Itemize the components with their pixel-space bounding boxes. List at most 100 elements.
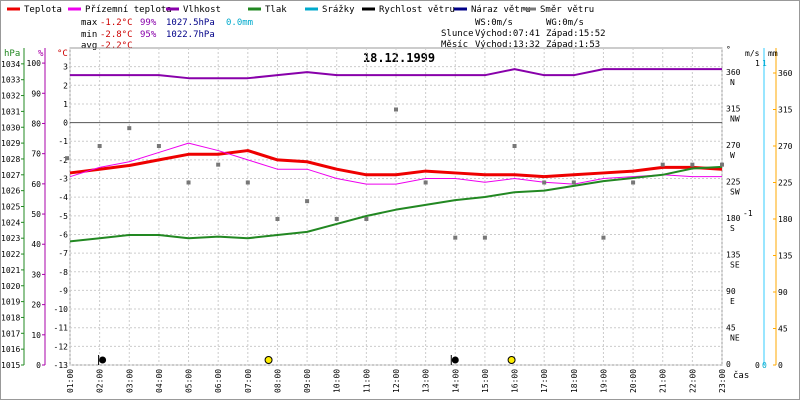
x-tick-label: 02:00 [96, 369, 105, 393]
rain-tick-label: 0 [762, 361, 767, 370]
temperature-tick-label: -1 [58, 137, 68, 146]
stats-min-temp: -2.8°C [100, 30, 133, 40]
series-line-vlhkost [70, 68, 722, 80]
x-tick-label: 22:00 [688, 369, 697, 393]
wind-direction-point [453, 235, 458, 240]
pressure-tick-label: 1031 [1, 107, 20, 116]
x-tick-label: 03:00 [125, 369, 134, 393]
wind-direction-point [186, 180, 191, 185]
humidity-tick-label: 20 [31, 301, 41, 310]
wind-direction-point [364, 217, 369, 221]
humidity-tick-label: 0 [36, 361, 41, 370]
extra-tick-label: 270 [778, 142, 793, 151]
wind-direction-point [720, 162, 724, 167]
x-tick-label: 07:00 [244, 369, 253, 393]
pressure-tick-label: 1023 [1, 234, 20, 243]
rain-tick-label: 1 [762, 59, 767, 68]
wind-speed-text: WS:0m/s [475, 18, 513, 28]
x-tick-label: 09:00 [303, 369, 312, 393]
x-tick-label: 14:00 [451, 369, 460, 393]
wind-direction-point [631, 180, 636, 185]
wind-direction-point [542, 180, 547, 185]
wind-calm-marker [451, 356, 459, 364]
wind-direction-point [216, 162, 221, 167]
stats-max-hum: 99% [140, 18, 157, 28]
stats-max-label: max [81, 18, 98, 28]
stats-max-rain: 0.0mm [226, 18, 253, 28]
direction-tick-label: 0 [726, 360, 731, 369]
humidity-tick-label: 100 [27, 59, 42, 68]
direction-axis-unit: ° [726, 45, 731, 54]
humidity-tick-label: 80 [31, 119, 41, 128]
temperature-tick-label: -7 [58, 249, 68, 258]
temperature-tick-label: -4 [58, 193, 68, 202]
x-tick-label: 01:00 [66, 369, 75, 393]
stats-min-label: min [81, 30, 97, 40]
pressure-tick-label: 1020 [1, 282, 20, 291]
wind-direction-point [571, 180, 576, 185]
pressure-tick-label: 1019 [1, 298, 20, 307]
pressure-tick-label: 1022 [1, 250, 20, 259]
x-tick-label: 19:00 [599, 369, 608, 393]
pressure-tick-label: 1017 [1, 329, 20, 338]
temperature-tick-label: -3 [58, 175, 68, 184]
extra-tick-label: 180 [778, 215, 793, 224]
direction-name-label: W [730, 151, 735, 160]
direction-name-label: NE [730, 334, 740, 343]
x-axis-unit: čas [733, 370, 749, 381]
x-tick-label: 13:00 [422, 369, 431, 393]
pressure-tick-label: 1025 [1, 203, 20, 212]
temperature-tick-label: -12 [54, 342, 69, 351]
wind-direction-point [394, 107, 398, 112]
pressure-tick-label: 1029 [1, 139, 20, 148]
direction-tick-label: 270 [726, 141, 741, 150]
x-tick-label: 10:00 [333, 369, 342, 393]
series-line-přízemní-teplota [69, 142, 722, 185]
temperature-tick-label: -2 [58, 156, 68, 165]
humidity-tick-label: 30 [31, 270, 41, 279]
humidity-tick-label: 90 [31, 89, 41, 98]
wind-direction-point [482, 235, 487, 240]
temperature-tick-label: -6 [58, 230, 68, 239]
wind-direction-point [305, 199, 310, 204]
extra-tick-label: 90 [778, 288, 788, 297]
wind-gust-text: WG:0m/s [546, 18, 584, 28]
wind-direction-point [512, 144, 517, 148]
x-tick-label: 12:00 [392, 369, 401, 393]
x-tick-label: 21:00 [659, 369, 668, 393]
stats-avg-label: avg [81, 41, 97, 51]
pressure-tick-label: 1015 [1, 361, 20, 370]
humidity-axis-unit: % [38, 49, 44, 59]
temperature-tick-label: 2 [63, 81, 68, 90]
direction-name-label: SE [730, 261, 740, 270]
pressure-tick-label: 1034 [1, 60, 20, 69]
rain-axis-unit: mm [768, 49, 778, 58]
wind-direction-point [65, 156, 70, 161]
wind-direction-point [690, 162, 695, 167]
pressure-tick-label: 1028 [1, 155, 20, 164]
x-tick-label: 11:00 [362, 369, 371, 393]
direction-tick-label: 225 [726, 178, 741, 187]
wind-axis-unit: m/s [745, 49, 760, 58]
pressure-tick-label: 1027 [1, 171, 20, 180]
humidity-tick-label: 40 [31, 240, 41, 249]
direction-tick-label: 360 [726, 68, 741, 77]
x-tick-label: 04:00 [155, 369, 164, 393]
stats-max-press: 1027.5hPa [166, 18, 215, 28]
sunset-text: Západ:15:52 [546, 29, 606, 39]
wind-direction-point [334, 217, 339, 221]
temperature-tick-label: 3 [63, 63, 68, 72]
sunrise-marker [264, 356, 273, 364]
temperature-tick-label: -10 [54, 305, 69, 314]
temperature-tick-label: -5 [58, 212, 68, 221]
temperature-tick-label: 0 [63, 119, 68, 128]
wind-direction-point [275, 217, 280, 221]
x-tick-label: 08:00 [273, 369, 282, 393]
pressure-tick-label: 1021 [1, 266, 20, 275]
stats-max-temp: -1.2°C [100, 18, 133, 28]
legend-label: Rychlost větru [379, 5, 455, 15]
wind-tick-label: 1 [755, 59, 760, 68]
wind-direction-point [156, 144, 161, 148]
